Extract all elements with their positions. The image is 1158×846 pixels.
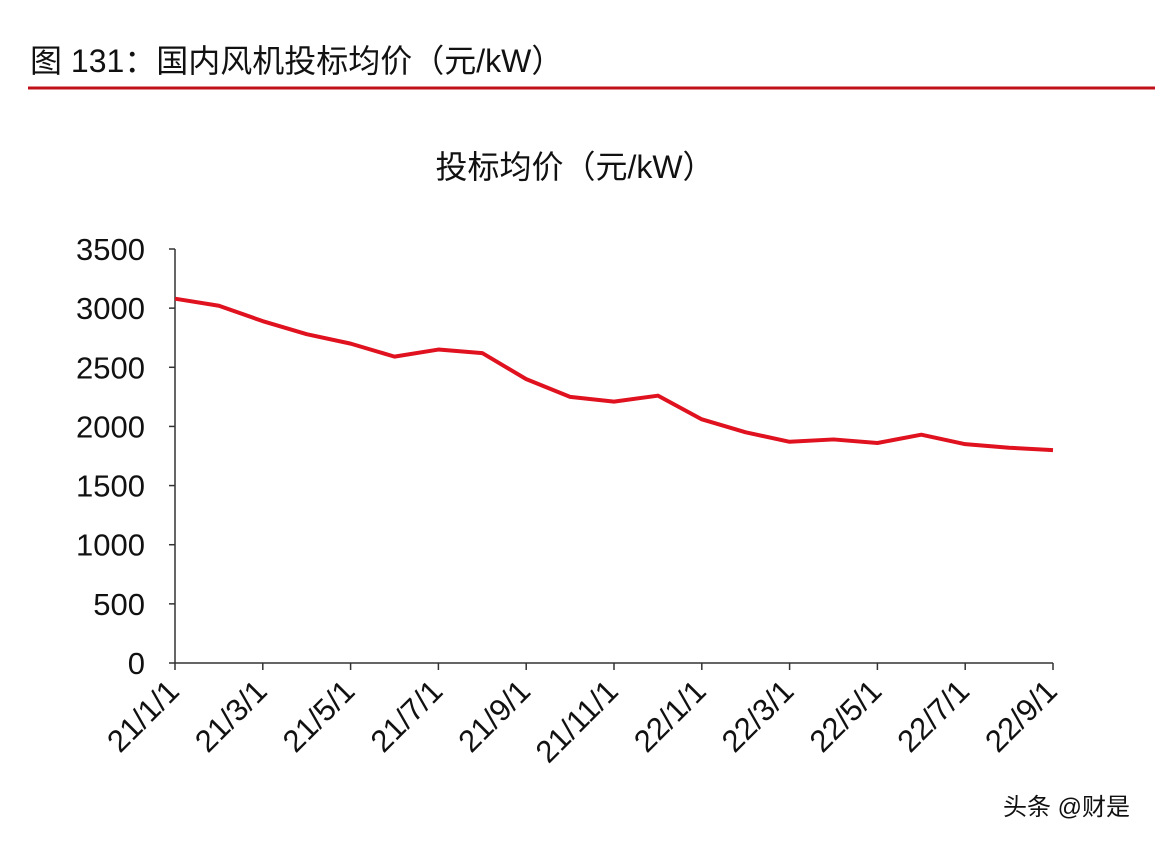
y-tick-label: 2500 xyxy=(76,350,145,385)
x-tick-label: 22/1/1 xyxy=(627,673,713,759)
x-tick-label: 22/3/1 xyxy=(715,673,801,759)
x-tick-label: 21/1/1 xyxy=(100,673,186,759)
chart-title: 投标均价（元/kW） xyxy=(435,149,714,185)
x-tick-label: 21/5/1 xyxy=(276,673,362,759)
x-tick-label: 22/5/1 xyxy=(803,673,889,759)
y-tick-label: 3500 xyxy=(76,232,145,267)
y-tick-label: 500 xyxy=(93,587,145,622)
x-tick-label: 22/7/1 xyxy=(890,673,976,759)
y-tick-label: 3000 xyxy=(76,291,145,326)
data-line xyxy=(174,296,1054,453)
x-tick-label: 22/9/1 xyxy=(978,673,1064,759)
y-tick-label: 1000 xyxy=(76,528,145,563)
x-tick-label: 21/3/1 xyxy=(188,673,274,759)
x-tick-label: 21/11/1 xyxy=(529,673,625,769)
x-tick-label: 21/9/1 xyxy=(451,673,537,759)
y-tick-label: 0 xyxy=(128,646,145,681)
watermark: 头条 @财是 xyxy=(1003,794,1130,821)
x-tick-label: 21/7/1 xyxy=(364,673,450,759)
y-tick-label: 1500 xyxy=(76,469,145,504)
y-tick-label: 2000 xyxy=(76,409,145,444)
figure-title: 图 131：国内风机投标均价（元/kW） xyxy=(30,43,563,79)
